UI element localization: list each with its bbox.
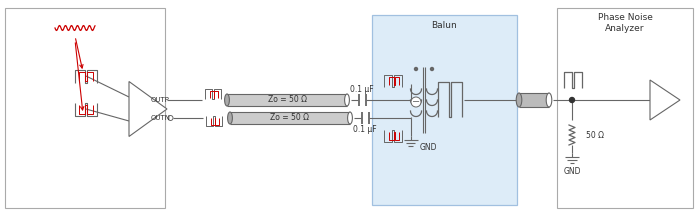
Text: Zo = 50 Ω: Zo = 50 Ω	[271, 113, 309, 122]
Text: OUTP: OUTP	[151, 97, 170, 103]
Bar	[227, 94, 347, 106]
Polygon shape	[650, 80, 680, 120]
Ellipse shape	[517, 93, 522, 107]
Text: 0.1 μF: 0.1 μF	[353, 124, 377, 134]
Text: GND: GND	[563, 168, 581, 177]
Bar	[5, 8, 165, 208]
Circle shape	[168, 115, 173, 120]
Ellipse shape	[345, 94, 350, 106]
Ellipse shape	[348, 112, 352, 124]
Text: Phase Noise
Analyzer: Phase Noise Analyzer	[597, 13, 653, 33]
Text: Zo = 50 Ω: Zo = 50 Ω	[267, 95, 306, 104]
Bar	[557, 8, 693, 208]
Text: −: −	[412, 97, 420, 107]
Text: 50 Ω: 50 Ω	[586, 131, 604, 140]
Circle shape	[415, 67, 417, 71]
Polygon shape	[129, 81, 167, 136]
Bar	[372, 15, 517, 205]
Bar	[230, 112, 350, 124]
Text: 0.1 μF: 0.1 μF	[350, 85, 374, 95]
Text: OUTN: OUTN	[151, 115, 171, 121]
Circle shape	[570, 97, 574, 102]
Ellipse shape	[547, 93, 552, 107]
Ellipse shape	[225, 94, 230, 106]
Circle shape	[431, 67, 433, 71]
Text: GND: GND	[419, 143, 437, 152]
Bar	[519, 93, 549, 107]
Circle shape	[411, 97, 421, 107]
Ellipse shape	[228, 112, 232, 124]
Text: Balun: Balun	[431, 21, 457, 30]
